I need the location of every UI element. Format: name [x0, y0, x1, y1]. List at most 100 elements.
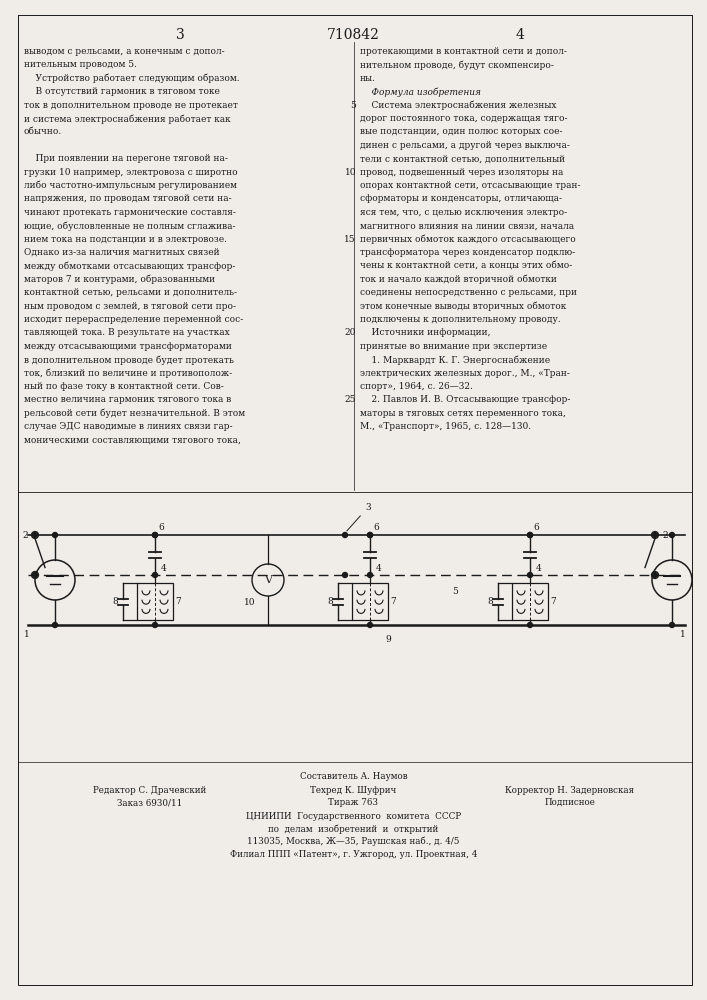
Text: тели с контактной сетью, дополнительный: тели с контактной сетью, дополнительный	[360, 154, 565, 163]
Text: Однако из-за наличия магнитных связей: Однако из-за наличия магнитных связей	[24, 248, 220, 257]
Text: дорог постоянного тока, содержащая тяго-: дорог постоянного тока, содержащая тяго-	[360, 114, 568, 123]
Text: принятые во внимание при экспертизе: принятые во внимание при экспертизе	[360, 342, 547, 351]
Text: 3: 3	[175, 28, 185, 42]
Circle shape	[153, 572, 158, 578]
Text: и система электроснабжения работает как: и система электроснабжения работает как	[24, 114, 230, 123]
Text: исходит перераспределение переменной сос-: исходит перераспределение переменной сос…	[24, 315, 243, 324]
Text: При появлении на перегоне тяговой на-: При появлении на перегоне тяговой на-	[24, 154, 228, 163]
Circle shape	[33, 532, 37, 538]
Circle shape	[342, 572, 348, 578]
Text: выводом с рельсами, а конечным с допол-: выводом с рельсами, а конечным с допол-	[24, 47, 225, 56]
Text: Подписное: Подписное	[544, 798, 595, 807]
Text: контактной сетью, рельсами и дополнитель-: контактной сетью, рельсами и дополнитель…	[24, 288, 237, 297]
Text: чинают протекать гармонические составля-: чинают протекать гармонические составля-	[24, 208, 236, 217]
Text: ющие, обусловленные не полным сглажива-: ющие, обусловленные не полным сглажива-	[24, 221, 235, 231]
Text: ЦНИИПИ  Государственного  комитета  СССР: ЦНИИПИ Государственного комитета СССР	[246, 812, 461, 821]
Text: маторов 7 и контурами, образованными: маторов 7 и контурами, образованными	[24, 275, 215, 284]
Text: 1: 1	[680, 630, 686, 639]
Text: 15: 15	[344, 235, 356, 244]
Text: магнитного влияния на линии связи, начала: магнитного влияния на линии связи, начал…	[360, 221, 574, 230]
Text: случае ЭДС наводимые в линиях связи гар-: случае ЭДС наводимые в линиях связи гар-	[24, 422, 233, 431]
Circle shape	[33, 572, 37, 578]
Text: 5: 5	[452, 587, 458, 596]
Circle shape	[670, 622, 674, 628]
Text: обычно.: обычно.	[24, 127, 62, 136]
Text: подключены к дополнительному проводу.: подключены к дополнительному проводу.	[360, 315, 561, 324]
Text: сформаторы и конденсаторы, отличающа-: сформаторы и конденсаторы, отличающа-	[360, 194, 562, 203]
Text: 1: 1	[24, 630, 30, 639]
Text: вые подстанции, один полюс которых сое-: вые подстанции, один полюс которых сое-	[360, 127, 563, 136]
Text: этом конечные выводы вторичных обмоток: этом конечные выводы вторичных обмоток	[360, 302, 566, 311]
Circle shape	[52, 532, 57, 538]
Text: ный по фазе току в контактной сети. Сов-: ный по фазе току в контактной сети. Сов-	[24, 382, 223, 391]
Text: Техред К. Шуфрич: Техред К. Шуфрич	[310, 786, 397, 795]
Text: между обмотками отсасывающих трансфор-: между обмотками отсасывающих трансфор-	[24, 261, 235, 271]
Text: первичных обмоток каждого отсасывающего: первичных обмоток каждого отсасывающего	[360, 235, 575, 244]
Text: 2: 2	[662, 530, 668, 540]
Text: 10: 10	[244, 598, 256, 607]
Text: между отсасывающими трансформаторами: между отсасывающими трансформаторами	[24, 342, 232, 351]
Text: 9: 9	[385, 635, 391, 644]
Text: 7: 7	[390, 597, 396, 606]
Text: грузки 10 например, электровоза с широтно: грузки 10 например, электровоза с широтн…	[24, 168, 238, 177]
Circle shape	[527, 572, 532, 578]
Text: Система электроснабжения железных: Система электроснабжения железных	[360, 101, 556, 110]
Bar	[352, 583, 388, 620]
Text: 4: 4	[536, 564, 542, 573]
Text: ток и начало каждой вторичной обмотки: ток и начало каждой вторичной обмотки	[360, 275, 557, 284]
Bar	[137, 583, 173, 620]
Text: 6: 6	[533, 523, 539, 532]
Text: яся тем, что, с целью исключения электро-: яся тем, что, с целью исключения электро…	[360, 208, 567, 217]
Circle shape	[368, 622, 373, 628]
Text: моническими составляющими тягового тока,: моническими составляющими тягового тока,	[24, 436, 241, 445]
Text: тавляющей тока. В результате на участках: тавляющей тока. В результате на участках	[24, 328, 230, 337]
Text: 2: 2	[22, 530, 28, 540]
Text: В отсутствий гармоник в тяговом токе: В отсутствий гармоник в тяговом токе	[24, 87, 220, 96]
Text: 25: 25	[344, 395, 356, 404]
Text: Редактор С. Драчевский: Редактор С. Драчевский	[93, 786, 206, 795]
Text: Тираж 763: Тираж 763	[329, 798, 378, 807]
Text: 8: 8	[487, 597, 493, 606]
Circle shape	[153, 532, 158, 538]
Text: Устройство работает следующим образом.: Устройство работает следующим образом.	[24, 74, 240, 83]
Text: провод, подвешенный через изоляторы на: провод, подвешенный через изоляторы на	[360, 168, 563, 177]
Text: маторы в тяговых сетях переменного тока,: маторы в тяговых сетях переменного тока,	[360, 409, 566, 418]
Text: 4: 4	[161, 564, 167, 573]
Text: динен с рельсами, а другой через выключа-: динен с рельсами, а другой через выключа…	[360, 141, 570, 150]
Text: Филиал ППП «Патент», г. Ужгород, ул. Проектная, 4: Филиал ППП «Патент», г. Ужгород, ул. Про…	[230, 850, 477, 859]
Circle shape	[527, 622, 532, 628]
Text: по  делам  изобретений  и  открытий: по делам изобретений и открытий	[269, 825, 438, 834]
Text: нительным проводом 5.: нительным проводом 5.	[24, 60, 137, 69]
Text: 710842: 710842	[327, 28, 380, 42]
Text: 113035, Москва, Ж—35, Раушская наб., д. 4/5: 113035, Москва, Ж—35, Раушская наб., д. …	[247, 837, 460, 846]
Text: Заказ 6930/11: Заказ 6930/11	[117, 798, 182, 807]
Text: либо частотно-импульсным регулированием: либо частотно-импульсным регулированием	[24, 181, 237, 190]
Circle shape	[527, 532, 532, 538]
Text: трансформатора через конденсатор подклю-: трансформатора через конденсатор подклю-	[360, 248, 575, 257]
Text: Корректор Н. Задерновская: Корректор Н. Задерновская	[506, 786, 635, 795]
Bar	[512, 583, 548, 620]
Text: 8: 8	[112, 597, 118, 606]
Circle shape	[653, 572, 658, 578]
Text: Составитель А. Наумов: Составитель А. Наумов	[300, 772, 407, 781]
Text: спорт», 1964, с. 26—32.: спорт», 1964, с. 26—32.	[360, 382, 473, 391]
Circle shape	[653, 532, 658, 538]
Text: в дополнительном проводе будет протекать: в дополнительном проводе будет протекать	[24, 355, 234, 365]
Text: 8: 8	[327, 597, 333, 606]
Text: ным проводом с землей, в тяговой сети про-: ным проводом с землей, в тяговой сети пр…	[24, 302, 236, 311]
Text: 2. Павлов И. В. Отсасывающие трансфор-: 2. Павлов И. В. Отсасывающие трансфор-	[360, 395, 571, 404]
Text: 6: 6	[373, 523, 379, 532]
Text: ны.: ны.	[360, 74, 376, 83]
Circle shape	[368, 532, 373, 538]
Text: 5: 5	[350, 101, 356, 110]
Text: 6: 6	[158, 523, 164, 532]
Text: ток, близкий по величине и противополож-: ток, близкий по величине и противополож-	[24, 369, 232, 378]
Circle shape	[153, 532, 158, 538]
Text: 7: 7	[550, 597, 556, 606]
Text: местно величина гармоник тягового тока в: местно величина гармоник тягового тока в	[24, 395, 231, 404]
Text: соединены непосредственно с рельсами, при: соединены непосредственно с рельсами, пр…	[360, 288, 577, 297]
Text: нием тока на подстанции и в электровозе.: нием тока на подстанции и в электровозе.	[24, 235, 227, 244]
Text: чены к контактной сети, а концы этих обмо-: чены к контактной сети, а концы этих обм…	[360, 261, 572, 270]
Text: 7: 7	[175, 597, 181, 606]
Circle shape	[670, 532, 674, 538]
